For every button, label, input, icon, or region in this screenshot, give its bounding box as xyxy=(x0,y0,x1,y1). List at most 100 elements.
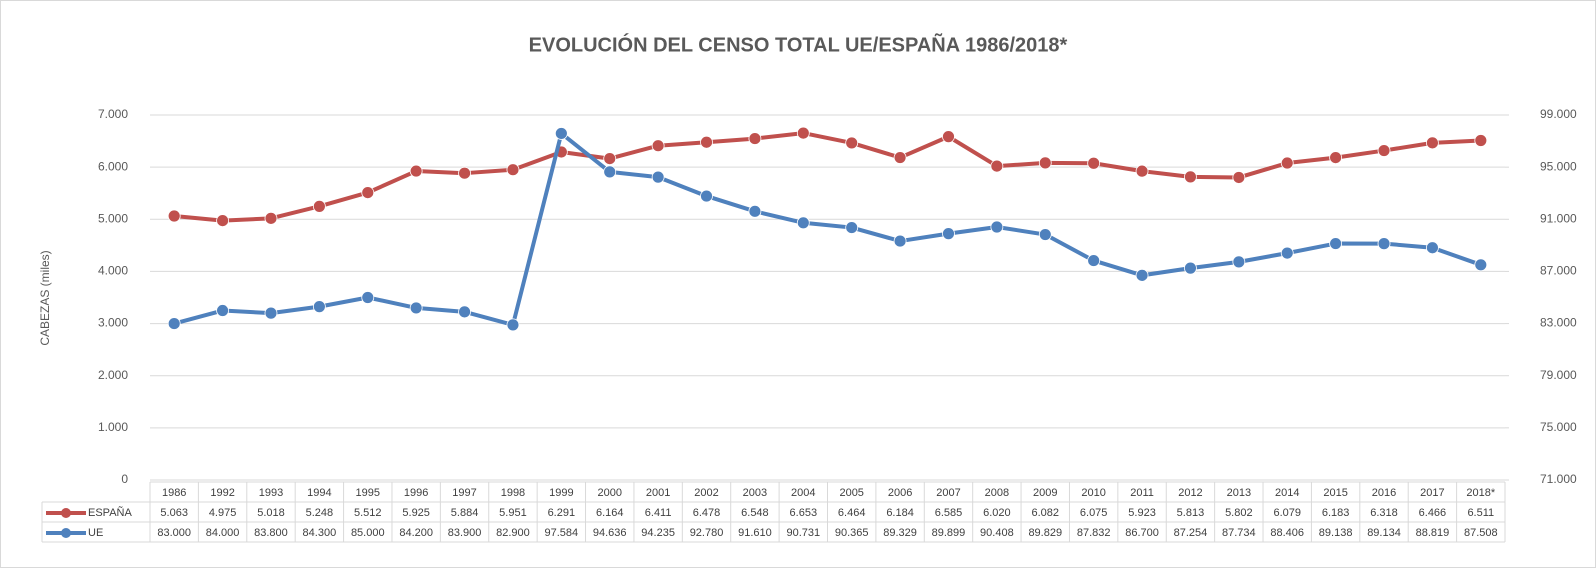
x-tick-label: 2001 xyxy=(646,487,670,499)
table-value: 6.411 xyxy=(645,507,672,519)
table-value: 94.636 xyxy=(593,527,627,539)
table-value: 6.653 xyxy=(790,507,818,519)
table-value: 88.819 xyxy=(1416,527,1450,539)
y-tick-label: 7.000 xyxy=(98,107,128,121)
chart-title: EVOLUCIÓN DEL CENSO TOTAL UE/ESPAÑA 1986… xyxy=(529,32,1068,56)
data-point xyxy=(312,199,326,213)
y-tick-label: 0 xyxy=(121,472,128,486)
x-tick-label: 2015 xyxy=(1323,487,1347,499)
x-tick-label: 2004 xyxy=(791,487,815,499)
data-point xyxy=(1329,237,1343,250)
x-tick-label: 1992 xyxy=(210,487,234,499)
y2-tick-label: 91.000 xyxy=(1540,211,1577,225)
data-point xyxy=(1280,246,1294,260)
data-point xyxy=(700,189,713,203)
data-point xyxy=(409,164,423,178)
x-tick-label: 2000 xyxy=(597,487,621,499)
data-point xyxy=(554,127,568,140)
table-value: 5.925 xyxy=(402,507,430,519)
table-value: 90.365 xyxy=(835,527,869,539)
x-tick-label: 1999 xyxy=(549,487,573,499)
table-value: 5.063 xyxy=(160,507,188,519)
data-point xyxy=(1232,171,1246,184)
table-value: 83.000 xyxy=(157,527,191,539)
y2-tick-label: 99.000 xyxy=(1540,107,1577,121)
data-point xyxy=(1474,134,1488,147)
x-tick-label: 2018* xyxy=(1466,487,1495,499)
table-value: 5.813 xyxy=(1177,507,1205,519)
data-point xyxy=(990,220,1004,234)
table-value: 6.548 xyxy=(741,507,769,519)
data-point xyxy=(361,291,375,304)
x-tick-label: 2009 xyxy=(1033,487,1057,499)
table-value: 83.900 xyxy=(448,527,482,539)
data-point xyxy=(603,165,617,179)
data-point xyxy=(1377,237,1391,251)
x-tick-label: 2005 xyxy=(839,487,863,499)
table-value: 6.082 xyxy=(1032,507,1060,519)
y-axis-title: CABEZAS (miles) xyxy=(38,250,52,345)
table-value: 5.951 xyxy=(499,507,527,519)
data-point xyxy=(651,139,665,153)
data-point xyxy=(942,130,955,144)
x-tick-label: 2013 xyxy=(1227,487,1251,499)
data-point xyxy=(1329,151,1343,165)
x-tick-label: 1994 xyxy=(307,487,331,499)
data-point xyxy=(845,221,859,234)
table-value: 5.923 xyxy=(1128,507,1156,519)
table-value: 84.300 xyxy=(303,527,337,539)
data-point xyxy=(506,163,520,177)
x-tick-label: 2014 xyxy=(1275,487,1299,499)
legend-label: UE xyxy=(88,527,103,539)
legend-marker xyxy=(61,508,71,518)
legend-marker xyxy=(61,528,71,538)
data-point xyxy=(264,306,278,320)
data-point xyxy=(603,152,617,165)
data-point xyxy=(458,166,471,180)
table-value: 6.020 xyxy=(983,507,1011,519)
data-point xyxy=(651,170,665,184)
data-point xyxy=(1280,156,1294,170)
x-tick-label: 1995 xyxy=(356,487,380,499)
table-value: 87.254 xyxy=(1174,527,1208,539)
x-tick-label: 1996 xyxy=(404,487,428,499)
table-value: 6.184 xyxy=(886,507,914,519)
y2-tick-label: 71.000 xyxy=(1540,472,1577,486)
data-point xyxy=(361,186,375,199)
table-value: 82.900 xyxy=(496,527,530,539)
x-tick-label: 2007 xyxy=(936,487,960,499)
table-value: 97.584 xyxy=(545,527,579,539)
table-value: 89.899 xyxy=(932,527,966,539)
data-point xyxy=(167,317,181,330)
table-value: 5.802 xyxy=(1225,507,1253,519)
x-tick-label: 1986 xyxy=(162,487,186,499)
data-point xyxy=(1087,254,1101,267)
table-value: 5.512 xyxy=(354,507,382,519)
data-point xyxy=(1377,144,1391,157)
data-point xyxy=(167,209,181,223)
data-point xyxy=(893,234,907,248)
x-tick-label: 2002 xyxy=(694,487,718,499)
data-point xyxy=(1426,241,1439,255)
table-value: 84.200 xyxy=(399,527,433,539)
data-point xyxy=(700,135,713,149)
y2-tick-label: 83.000 xyxy=(1540,316,1577,330)
data-point xyxy=(1474,258,1488,272)
data-point xyxy=(893,151,907,164)
y-tick-label: 1.000 xyxy=(98,420,128,434)
table-value: 85.000 xyxy=(351,527,385,539)
y2-tick-label: 79.000 xyxy=(1540,368,1577,382)
x-tick-label: 2003 xyxy=(743,487,767,499)
data-point xyxy=(796,126,810,140)
data-point xyxy=(1135,164,1149,178)
table-value: 87.508 xyxy=(1464,527,1498,539)
table-value: 86.700 xyxy=(1125,527,1159,539)
table-value: 90.731 xyxy=(786,527,820,539)
x-tick-label: 1993 xyxy=(259,487,283,499)
x-tick-label: 2010 xyxy=(1081,487,1105,499)
data-point xyxy=(1232,255,1246,269)
table-value: 4.975 xyxy=(209,507,237,519)
x-tick-label: 1998 xyxy=(501,487,525,499)
